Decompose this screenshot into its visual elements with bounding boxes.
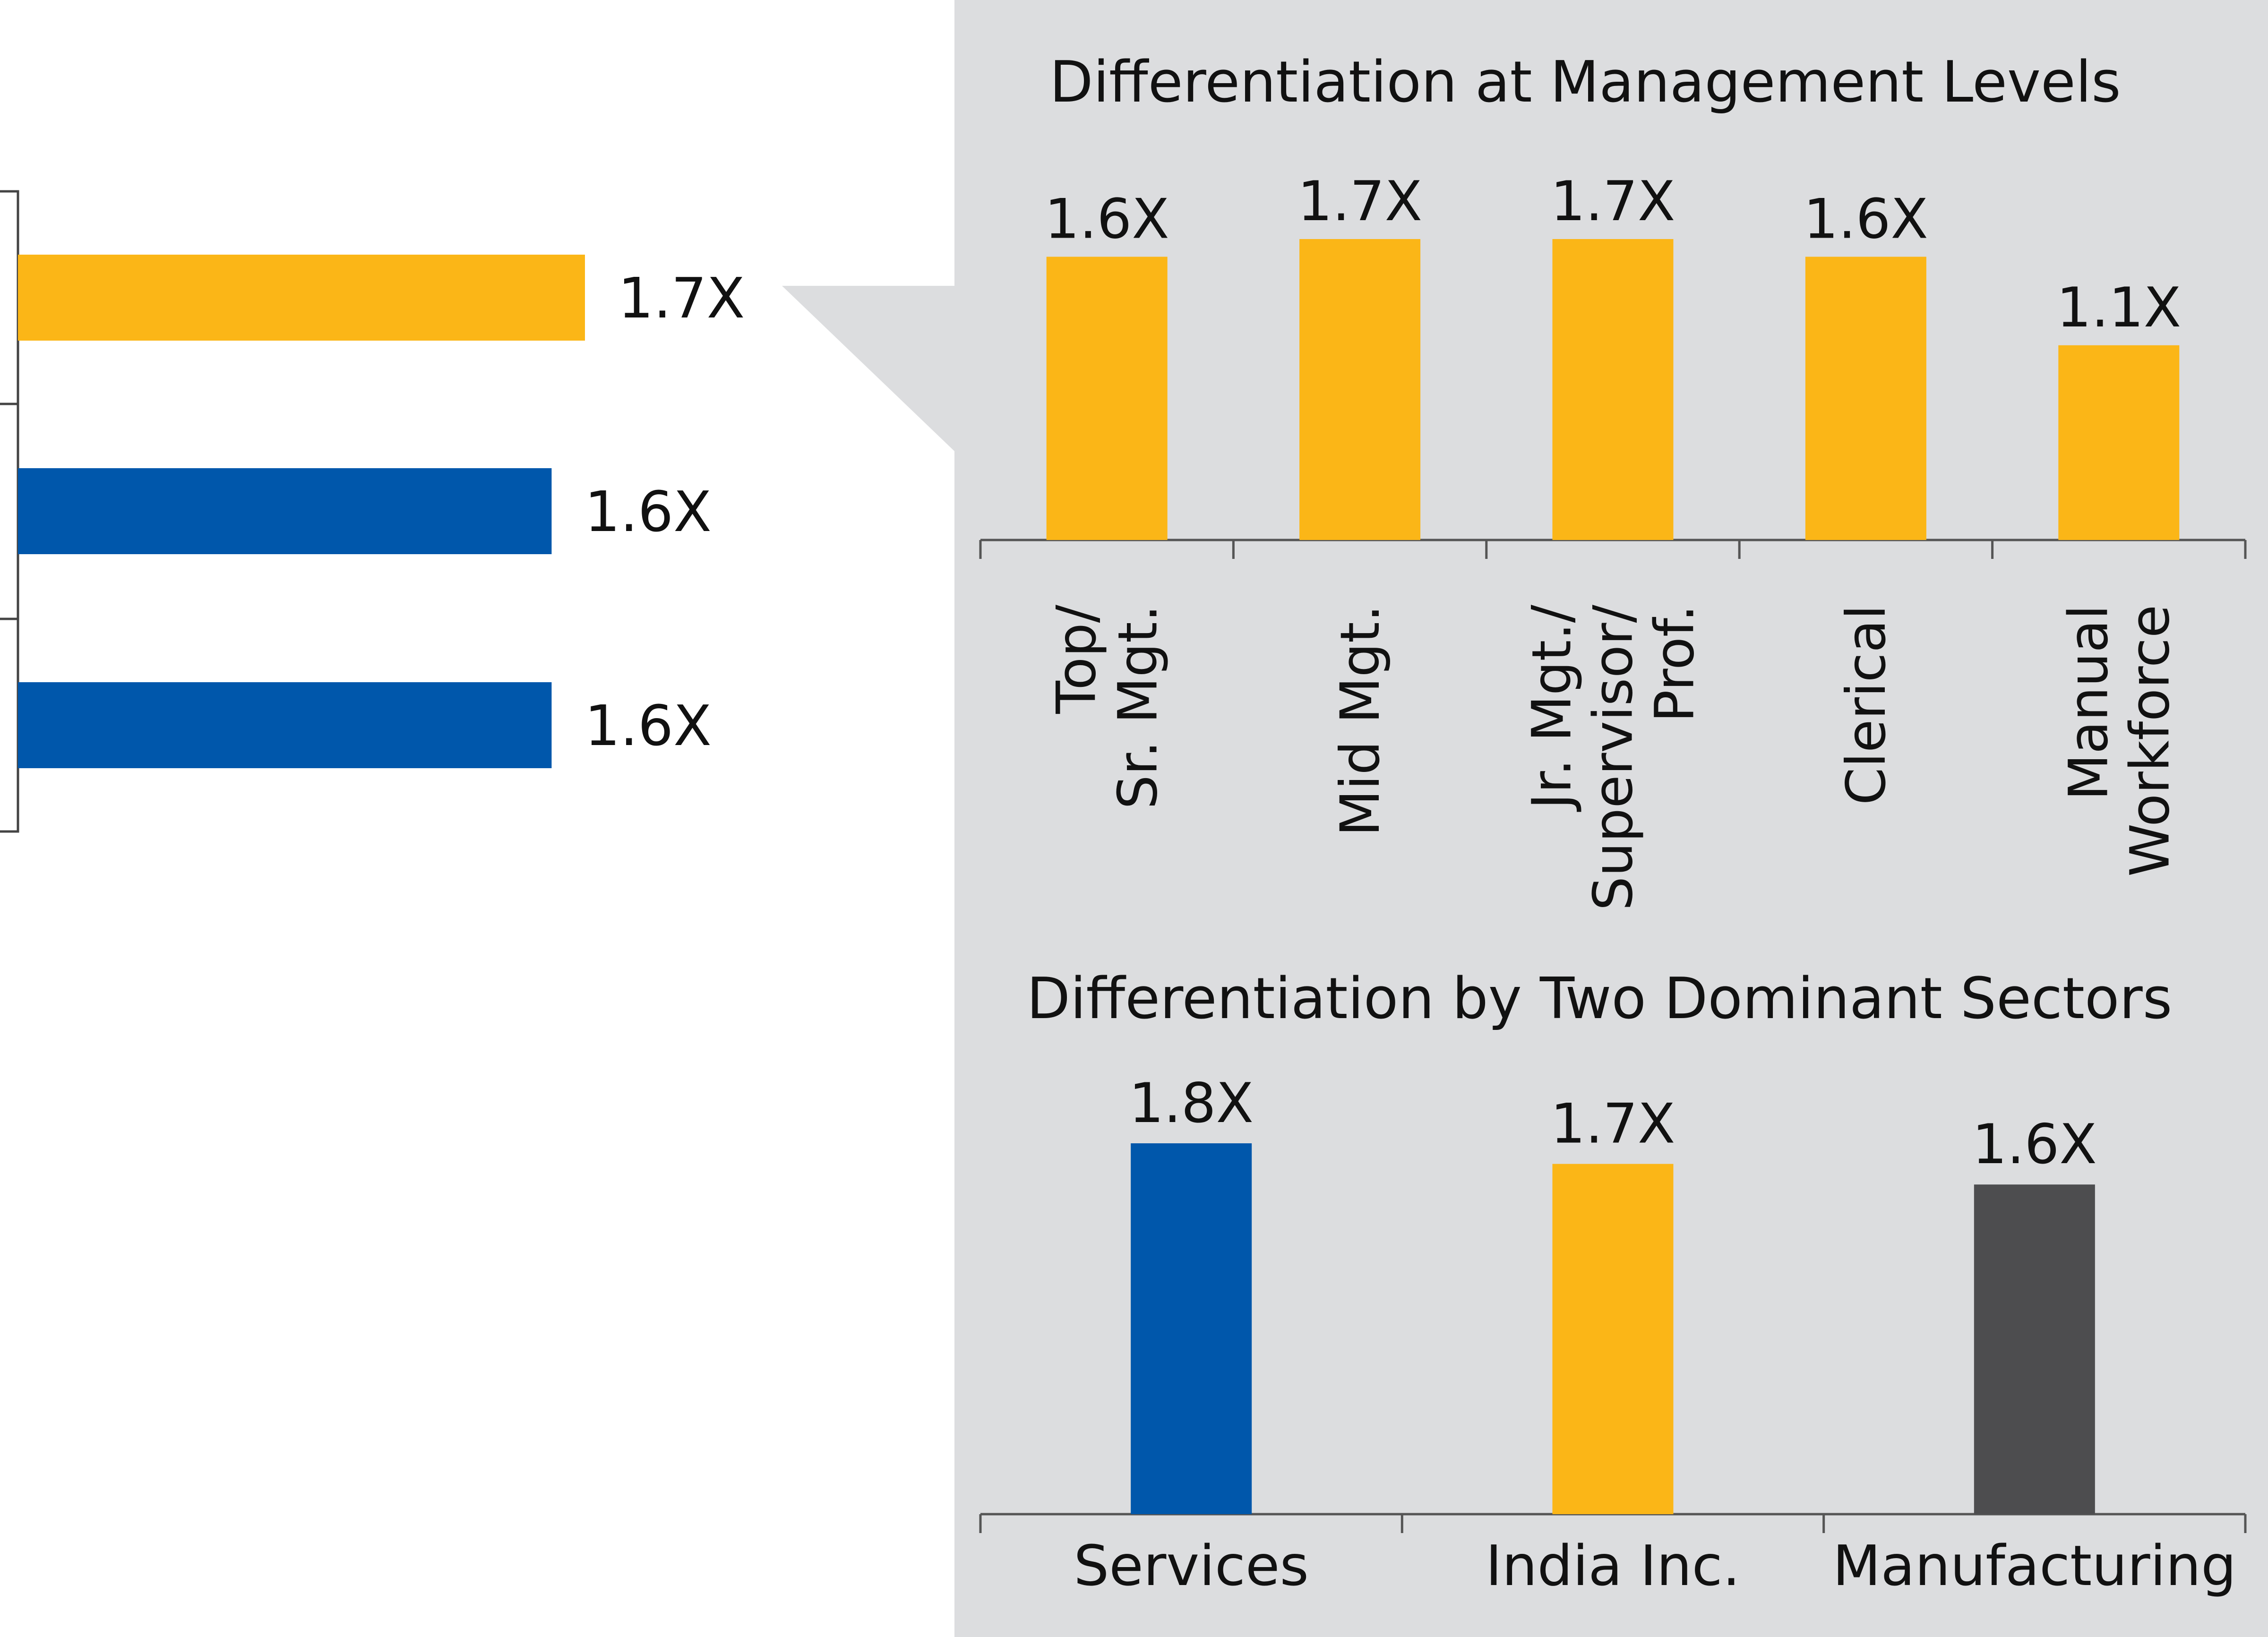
sectors-bar-2 [1552, 1164, 1674, 1514]
sectors-chart: Differentiation by Two Dominant Sectors … [979, 966, 2247, 1598]
sectors-value-label-1: 1.8X [1129, 1071, 1254, 1135]
left-bar-chart: 1.7X 1.6X 1.6X [0, 190, 745, 833]
callout-pointer [782, 286, 954, 451]
management-category-text-1: Top/Sr. Mgt. [1045, 604, 1169, 809]
management-category-label-3: Jr. Mgt./Supervisor/Prof. [1521, 604, 1706, 910]
management-category-text-5: ManualWorkforce [2057, 605, 2181, 877]
management-levels-chart: Differentiation at Management Levels 1.6… [979, 50, 2247, 911]
management-category-line: Clerical [1835, 605, 1898, 805]
management-bar-5 [2058, 345, 2180, 540]
sectors-bar-1 [1131, 1143, 1252, 1514]
management-category-line: Top/ [1045, 604, 1108, 714]
management-category-line: Supervisor/ [1582, 604, 1645, 910]
sectors-category-label-2: India Inc. [1486, 1533, 1740, 1598]
sectors-bar-3 [1974, 1184, 2095, 1514]
left-bar-value-label-1: 1.7X [618, 266, 745, 331]
management-value-label-3: 1.7X [1551, 170, 1675, 233]
management-value-label-1: 1.6X [1045, 187, 1169, 251]
management-bar-4 [1805, 257, 1926, 540]
management-category-line: Workforce [2118, 605, 2181, 877]
left-chart-frame [0, 190, 19, 833]
management-category-line: Mid Mgt. [1329, 605, 1392, 836]
left-bar-2 [18, 468, 552, 554]
management-category-line: Sr. Mgt. [1107, 605, 1169, 809]
management-bar-2 [1299, 239, 1421, 540]
management-category-text-3: Jr. Mgt./Supervisor/Prof. [1521, 604, 1706, 910]
management-category-label-4: Clerical [1835, 605, 1898, 805]
management-category-label-1: Top/Sr. Mgt. [1045, 604, 1169, 809]
management-category-line: Prof. [1643, 605, 1706, 722]
sectors-chart-title: Differentiation by Two Dominant Sectors [1027, 966, 2172, 1032]
management-category-line: Manual [2057, 605, 2120, 800]
management-value-label-5: 1.1X [2056, 276, 2181, 340]
sectors-category-label-3: Manufacturing [1833, 1533, 2236, 1598]
sectors-category-label-1: Services [1074, 1533, 1309, 1598]
sectors-value-label-2: 1.7X [1551, 1092, 1675, 1156]
management-bar-1 [1046, 257, 1168, 540]
management-value-label-2: 1.7X [1297, 170, 1422, 233]
left-bar-1 [18, 255, 585, 341]
management-bar-3 [1552, 239, 1674, 540]
management-value-label-4: 1.6X [1804, 187, 1928, 251]
management-category-label-5: ManualWorkforce [2057, 605, 2181, 877]
left-bar-value-label-2: 1.6X [584, 479, 712, 544]
left-bar-value-label-3: 1.6X [584, 693, 712, 758]
left-bar-3 [18, 682, 552, 768]
management-category-line: Jr. Mgt./ [1521, 604, 1583, 812]
management-category-label-2: Mid Mgt. [1329, 605, 1392, 836]
management-chart-title: Differentiation at Management Levels [1049, 50, 2121, 115]
management-category-text-4: Clerical [1835, 605, 1898, 805]
management-category-text-2: Mid Mgt. [1329, 605, 1392, 836]
sectors-value-label-3: 1.6X [1972, 1113, 2097, 1176]
